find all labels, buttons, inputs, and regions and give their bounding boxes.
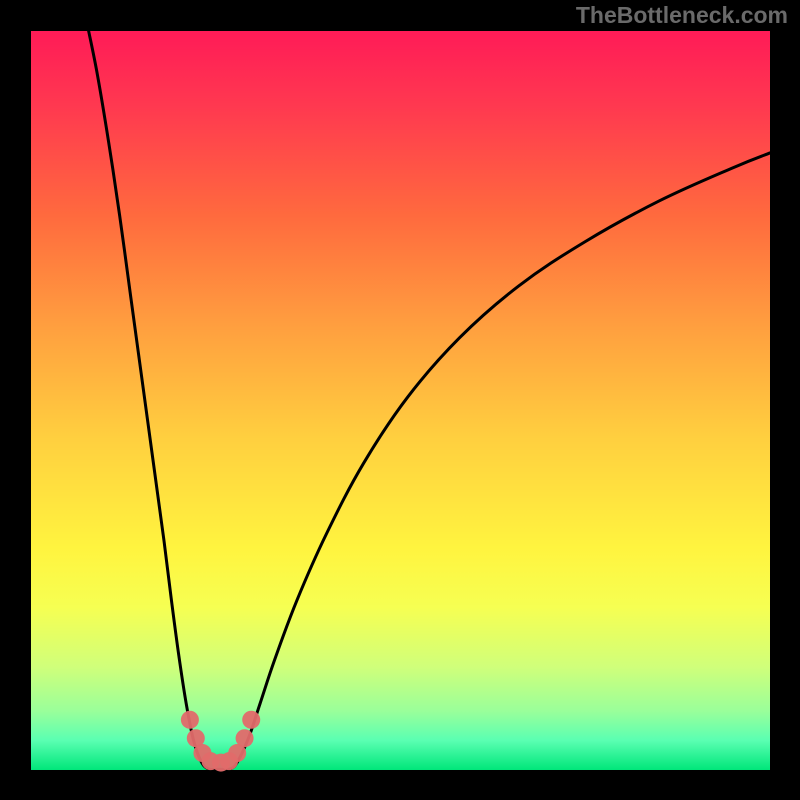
dip-marker [236, 729, 254, 747]
chart-stage: TheBottleneck.com [0, 0, 800, 800]
dip-marker [181, 711, 199, 729]
dip-marker [242, 711, 260, 729]
watermark-text: TheBottleneck.com [576, 2, 788, 29]
plot-background [31, 31, 770, 770]
bottleneck-curve-chart [0, 0, 800, 800]
